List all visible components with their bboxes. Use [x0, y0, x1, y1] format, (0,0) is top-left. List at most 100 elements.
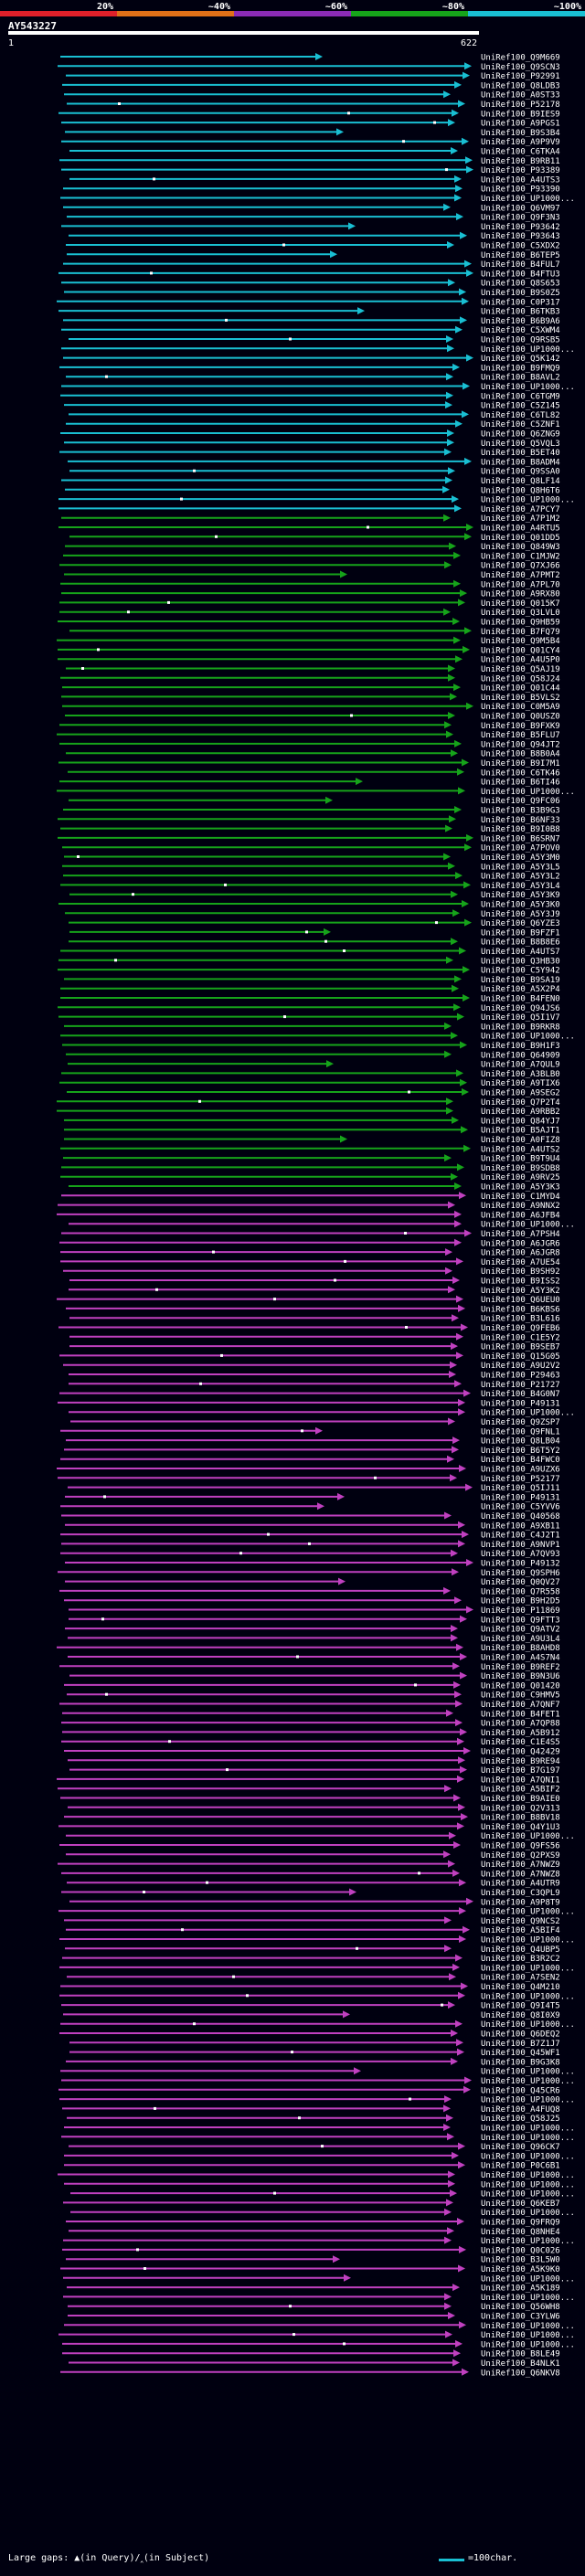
- hit-label[interactable]: UniRef100_UP1000...: [481, 1033, 575, 1042]
- hit-label[interactable]: UniRef100_A4UTR9: [481, 1880, 560, 1889]
- hit-label[interactable]: UniRef100_C1MYD4: [481, 1193, 560, 1202]
- hit-label[interactable]: UniRef100_B3B9G3: [481, 807, 560, 816]
- hit-label[interactable]: UniRef100_B8BV18: [481, 1814, 560, 1823]
- hit-label[interactable]: UniRef100_Q8LF14: [481, 477, 560, 486]
- hit-label[interactable]: UniRef100_A7PL70: [481, 580, 560, 589]
- hit-label[interactable]: UniRef100_B9SDB8: [481, 1164, 560, 1173]
- hit-label[interactable]: UniRef100_Q8I0X9: [481, 2011, 560, 2020]
- hit-label[interactable]: UniRef100_UP1000...: [481, 2020, 575, 2030]
- hit-label[interactable]: UniRef100_UP1000...: [481, 345, 575, 355]
- hit-label[interactable]: UniRef100_Q9FC06: [481, 797, 560, 806]
- hit-label[interactable]: UniRef100_A5K189: [481, 2284, 560, 2294]
- hit-label[interactable]: UniRef100_A4UTS3: [481, 175, 560, 185]
- hit-label[interactable]: UniRef100_B9S0Z5: [481, 289, 560, 298]
- hit-label[interactable]: UniRef100_Q4UBP5: [481, 1945, 560, 1955]
- hit-label[interactable]: UniRef100_A9RX80: [481, 590, 560, 599]
- hit-label[interactable]: UniRef100_UP1000...: [481, 2331, 575, 2340]
- hit-label[interactable]: UniRef100_P0C6B1: [481, 2162, 560, 2171]
- hit-label[interactable]: UniRef100_B8AHD8: [481, 1644, 560, 1653]
- hit-label[interactable]: UniRef100_Q6NKV8: [481, 2369, 560, 2378]
- hit-label[interactable]: UniRef100_Q849W3: [481, 543, 560, 552]
- hit-label[interactable]: UniRef100_A9U3L4: [481, 1635, 560, 1644]
- hit-label[interactable]: UniRef100_B9I7M1: [481, 759, 560, 769]
- hit-label[interactable]: UniRef100_B7FQ79: [481, 628, 560, 637]
- hit-label[interactable]: UniRef100_P92991: [481, 72, 560, 81]
- hit-label[interactable]: UniRef100_UP1000...: [481, 2077, 575, 2086]
- hit-label[interactable]: UniRef100_Q9ATV2: [481, 1626, 560, 1635]
- hit-label[interactable]: UniRef100_P93389: [481, 166, 560, 175]
- hit-label[interactable]: UniRef100_A9NVP1: [481, 1541, 560, 1550]
- hit-label[interactable]: UniRef100_B9ISS2: [481, 1277, 560, 1287]
- hit-label[interactable]: UniRef100_A4FUQ8: [481, 2105, 560, 2115]
- hit-label[interactable]: UniRef100_B7Z1J7: [481, 2040, 560, 2049]
- hit-label[interactable]: UniRef100_Q9ZSP7: [481, 1418, 560, 1427]
- hit-label[interactable]: UniRef100_B4FWC0: [481, 1456, 560, 1465]
- hit-label[interactable]: UniRef100_UP1000...: [481, 2180, 575, 2189]
- hit-label[interactable]: UniRef100_Q01CY4: [481, 646, 560, 655]
- hit-label[interactable]: UniRef100_A7QNI1: [481, 1776, 560, 1785]
- hit-label[interactable]: UniRef100_A9XB11: [481, 1521, 560, 1531]
- hit-label[interactable]: UniRef100_B9SH92: [481, 1267, 560, 1277]
- hit-label[interactable]: UniRef100_A4U5P0: [481, 656, 560, 665]
- hit-label[interactable]: UniRef100_A9SEG2: [481, 1089, 560, 1098]
- hit-label[interactable]: UniRef100_P11869: [481, 1606, 560, 1616]
- hit-label[interactable]: UniRef100_B9RB11: [481, 157, 560, 166]
- hit-label[interactable]: UniRef100_Q5IJ11: [481, 1484, 560, 1493]
- hit-label[interactable]: UniRef100_B9G3K8: [481, 2058, 560, 2067]
- hit-label[interactable]: UniRef100_B9T9U4: [481, 1155, 560, 1164]
- hit-label[interactable]: UniRef100_Q94JT2: [481, 740, 560, 749]
- hit-label[interactable]: UniRef100_B8AVL2: [481, 374, 560, 383]
- hit-label[interactable]: UniRef100_B4NLK1: [481, 2359, 560, 2369]
- hit-label[interactable]: UniRef100_P29463: [481, 1372, 560, 1381]
- hit-label[interactable]: UniRef100_Q15G05: [481, 1352, 560, 1362]
- hit-label[interactable]: UniRef100_Q45WF1: [481, 2049, 560, 2058]
- hit-label[interactable]: UniRef100_B4G0N7: [481, 1390, 560, 1399]
- hit-label[interactable]: UniRef100_C5Z145: [481, 402, 560, 411]
- hit-label[interactable]: UniRef100_UP1000...: [481, 2209, 575, 2218]
- hit-label[interactable]: UniRef100_UP1000...: [481, 2134, 575, 2143]
- hit-label[interactable]: UniRef100_B9RE94: [481, 1757, 560, 1766]
- hit-label[interactable]: UniRef100_Q9NCS2: [481, 1917, 560, 1926]
- hit-label[interactable]: UniRef100_A4RTU5: [481, 525, 560, 534]
- hit-label[interactable]: UniRef100_Q3LVL0: [481, 609, 560, 618]
- hit-label[interactable]: UniRef100_B6TEP5: [481, 251, 560, 260]
- hit-label[interactable]: UniRef100_P49132: [481, 1560, 560, 1569]
- hit-label[interactable]: UniRef100_C6TGM9: [481, 392, 560, 401]
- hit-label[interactable]: UniRef100_Q94JS6: [481, 1004, 560, 1013]
- hit-label[interactable]: UniRef100_A7QV93: [481, 1550, 560, 1559]
- hit-label[interactable]: UniRef100_A7UE54: [481, 1258, 560, 1267]
- hit-label[interactable]: UniRef100_C5YVV6: [481, 1503, 560, 1512]
- hit-label[interactable]: UniRef100_A4UTS2: [481, 1145, 560, 1154]
- hit-label[interactable]: UniRef100_Q9SCN3: [481, 63, 560, 72]
- hit-label[interactable]: UniRef100_A9P9V9: [481, 138, 560, 147]
- hit-label[interactable]: UniRef100_Q9FS56: [481, 1842, 560, 1851]
- hit-label[interactable]: UniRef100_UP1000...: [481, 1409, 575, 1418]
- hit-label[interactable]: UniRef100_Q58J25: [481, 2115, 560, 2124]
- hit-label[interactable]: UniRef100_A7PMT2: [481, 571, 560, 580]
- hit-label[interactable]: UniRef100_Q9SPH6: [481, 1569, 560, 1578]
- hit-label[interactable]: UniRef100_A5Y3L2: [481, 873, 560, 882]
- hit-label[interactable]: UniRef100_P49131: [481, 1399, 560, 1408]
- hit-label[interactable]: UniRef100_A5BIF2: [481, 1786, 560, 1795]
- hit-label[interactable]: UniRef100_Q64909: [481, 1051, 560, 1060]
- hit-label[interactable]: UniRef100_Q01C44: [481, 684, 560, 694]
- hit-label[interactable]: UniRef100_UP1000...: [481, 2274, 575, 2284]
- hit-label[interactable]: UniRef100_Q2V313: [481, 1804, 560, 1813]
- hit-label[interactable]: UniRef100_B6TI46: [481, 779, 560, 788]
- hit-label[interactable]: UniRef100_A9P8T9: [481, 1898, 560, 1907]
- hit-label[interactable]: UniRef100_Q8NHE4: [481, 2228, 560, 2237]
- hit-label[interactable]: UniRef100_UP1000...: [481, 2340, 575, 2349]
- hit-label[interactable]: UniRef100_UP1000...: [481, 1221, 575, 1230]
- hit-label[interactable]: UniRef100_A9RV25: [481, 1173, 560, 1182]
- hit-label[interactable]: UniRef100_Q01DD5: [481, 534, 560, 543]
- hit-label[interactable]: UniRef100_B3L616: [481, 1315, 560, 1324]
- hit-label[interactable]: UniRef100_Q9SSA0: [481, 468, 560, 477]
- hit-label[interactable]: UniRef100_Q9M669: [481, 54, 560, 63]
- hit-label[interactable]: UniRef100_B8ADM4: [481, 458, 560, 467]
- hit-label[interactable]: UniRef100_A7POV0: [481, 844, 560, 853]
- hit-label[interactable]: UniRef100_A4UTS7: [481, 948, 560, 957]
- hit-label[interactable]: UniRef100_Q9FRQ9: [481, 2219, 560, 2228]
- hit-label[interactable]: UniRef100_UP1000...: [481, 2068, 575, 2077]
- hit-label[interactable]: UniRef100_Q2PXS9: [481, 1851, 560, 1860]
- hit-label[interactable]: UniRef100_B6NF33: [481, 816, 560, 825]
